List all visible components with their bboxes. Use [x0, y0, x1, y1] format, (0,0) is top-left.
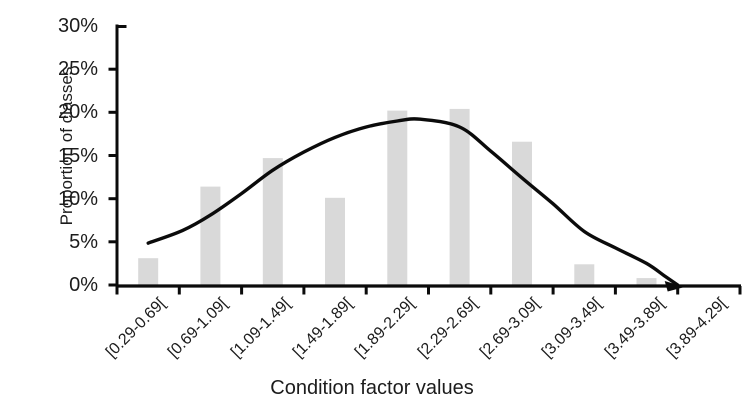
bar [387, 110, 408, 285]
distribution-curve [146, 117, 680, 287]
y-tick-label: 10% [57, 188, 98, 210]
bar [325, 197, 345, 285]
bar [262, 158, 283, 285]
bar [512, 141, 532, 285]
y-tick-label: 25% [57, 58, 98, 80]
bar [636, 278, 657, 285]
curve-end-arrowhead [664, 281, 685, 292]
bar [449, 108, 470, 286]
y-tick-label: 0% [69, 274, 98, 296]
y-tick-label: 5% [69, 231, 98, 253]
x-axis-title: Condition factor values [270, 377, 474, 399]
bar [200, 186, 221, 285]
y-tick-label: 15% [57, 145, 98, 167]
bar [574, 264, 595, 285]
y-tick-label: 20% [57, 101, 98, 123]
y-tick-label: 30% [57, 15, 98, 37]
bar [138, 258, 159, 285]
